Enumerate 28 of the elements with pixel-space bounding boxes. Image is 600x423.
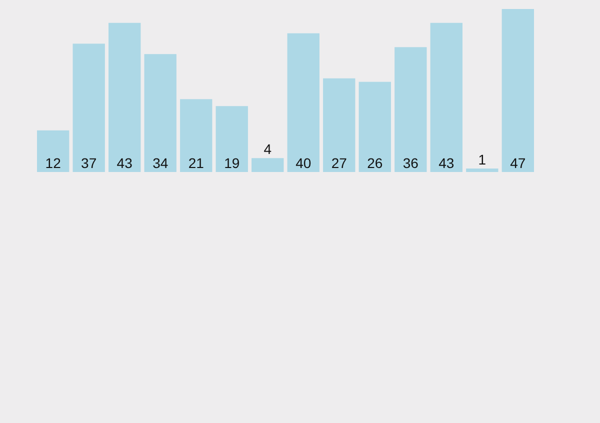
data-label: 12 bbox=[45, 155, 62, 171]
data-label: 43 bbox=[116, 155, 133, 171]
data-label: 27 bbox=[331, 155, 348, 171]
bar bbox=[144, 54, 176, 172]
bar bbox=[323, 78, 356, 172]
data-label: 40 bbox=[296, 155, 312, 171]
bar bbox=[180, 99, 212, 172]
data-label: 26 bbox=[367, 155, 383, 171]
bar bbox=[37, 130, 70, 172]
data-label: 21 bbox=[188, 155, 204, 171]
bar bbox=[216, 106, 248, 172]
data-label: 34 bbox=[152, 155, 168, 171]
data-label: 4 bbox=[264, 141, 272, 158]
bar bbox=[252, 158, 284, 172]
data-label: 36 bbox=[402, 155, 419, 171]
bar bbox=[358, 82, 391, 172]
bar bbox=[502, 9, 534, 172]
data-label: 47 bbox=[510, 155, 526, 171]
data-label: 43 bbox=[438, 155, 454, 171]
bar bbox=[108, 22, 141, 172]
bar bbox=[430, 22, 462, 172]
data-label: 19 bbox=[224, 155, 240, 171]
bar bbox=[394, 47, 427, 172]
bar bbox=[72, 44, 105, 172]
bar bbox=[287, 33, 320, 172]
data-label: 37 bbox=[81, 155, 97, 171]
data-label: 1 bbox=[478, 152, 486, 168]
bar bbox=[466, 168, 498, 172]
